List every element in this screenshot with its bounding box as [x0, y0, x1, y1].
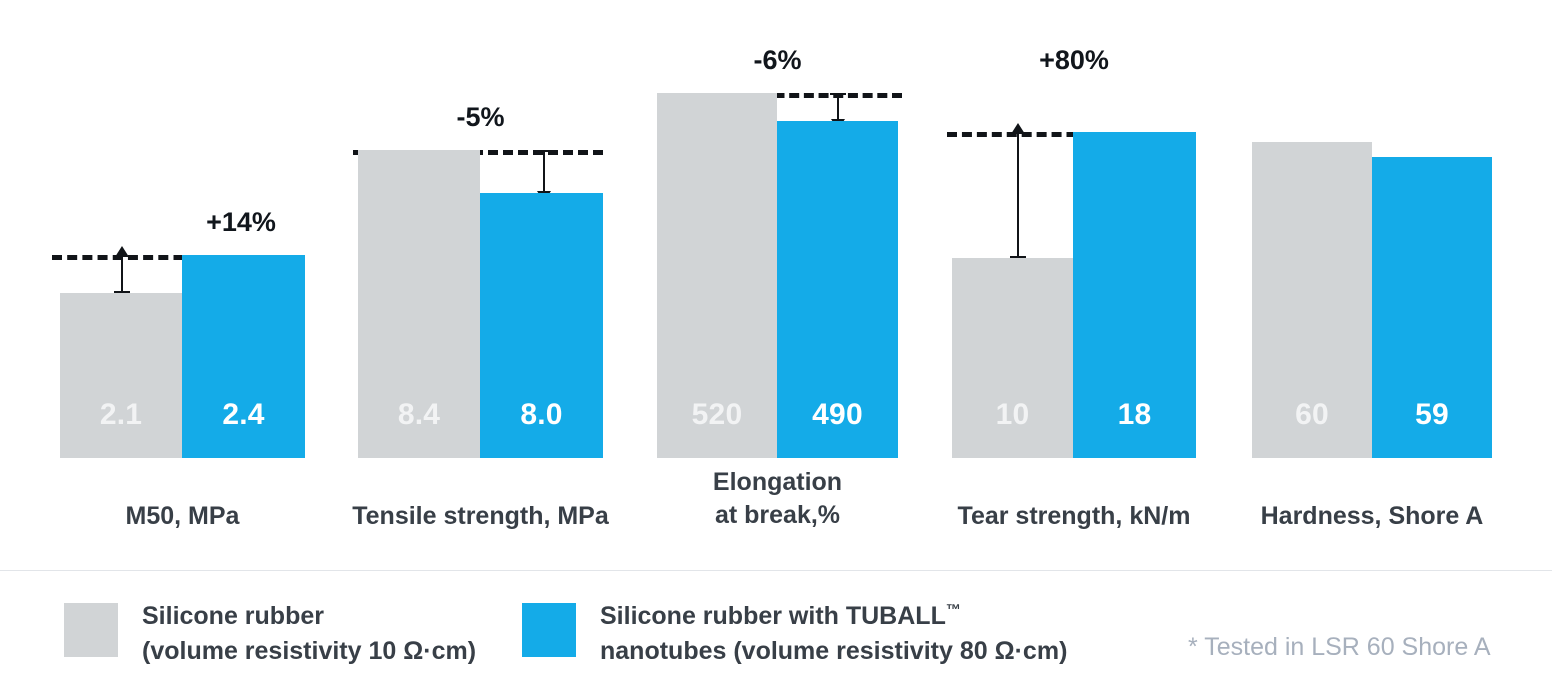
delta-label-4: +80% — [1039, 45, 1109, 75]
legend-divider — [0, 570, 1552, 571]
footnote: * Tested in LSR 60 Shore A — [1188, 633, 1491, 661]
legend-label-tuball: Silicone rubber with TUBALL™ nanotubes (v… — [600, 599, 1067, 668]
bar-tuball-5: 59 — [1372, 157, 1492, 458]
legend-item-tuball: Silicone rubber with TUBALL™ nanotubes (v… — [522, 599, 1067, 668]
legend-swatch-blue — [522, 603, 576, 657]
legend-line2-gray: (volume resistivity 10 Ω·cm) — [142, 636, 477, 665]
bar-value-4-blue: 18 — [1117, 398, 1152, 431]
plot-area: +14% 2.1 2.4 M50, MPa -5% 8.4 8.0 Tensil… — [52, 0, 1492, 570]
bar-value-5-blue: 59 — [1415, 398, 1449, 431]
bar-value-1-gray: 2.1 — [99, 398, 143, 431]
bar-baseline-1: 2.1 — [60, 293, 182, 458]
bar-tuball-2: 8.0 — [480, 193, 603, 458]
bar-tuball-4: 18 — [1073, 132, 1196, 458]
bar-baseline-5: 60 — [1252, 142, 1372, 458]
bar-value-3-gray: 520 — [691, 398, 743, 431]
bar-group-m50: +14% 2.1 2.4 M50, MPa — [52, 0, 305, 570]
bar-group-tensile: -5% 8.4 8.0 Tensile strength, MPa — [352, 0, 609, 570]
bar-group-hardness: 60 59 Hardness, Shore A — [1252, 0, 1492, 570]
category-label-4: Tear strength, kN/m — [957, 502, 1191, 530]
delta-label-2: -5% — [456, 102, 505, 132]
delta-label-1: +14% — [206, 207, 276, 237]
bar-tuball-3: 490 — [777, 121, 898, 458]
bar-value-1-blue: 2.4 — [222, 398, 265, 431]
bar-value-5-gray: 60 — [1295, 398, 1329, 431]
category-label-3: Elongation at break,% — [712, 468, 843, 529]
bar-value-4-gray: 10 — [995, 398, 1030, 431]
category-label-5: Hardness, Shore A — [1260, 502, 1484, 530]
delta-arrow-3 — [830, 93, 846, 130]
legend-line1-blue: Silicone rubber with TUBALL — [600, 602, 946, 630]
bar-value-2-blue: 8.0 — [520, 398, 563, 431]
bar-baseline-3: 520 — [657, 93, 777, 458]
category-label-2: Tensile strength, MPa — [352, 502, 609, 530]
bar-baseline-4: 10 — [952, 258, 1073, 458]
legend-swatch-gray — [64, 603, 118, 657]
bar-group-elongation: -6% 520 490 Elongation at break,% — [657, 0, 902, 570]
delta-arrow-2 — [536, 150, 552, 202]
bar-group-tear: +80% 10 18 Tear strength, kN/m — [947, 0, 1196, 570]
legend: Silicone rubber (volume resistivity 10 Ω·… — [0, 571, 1552, 696]
bar-baseline-2: 8.4 — [358, 150, 480, 458]
legend-item-silicone-rubber: Silicone rubber (volume resistivity 10 Ω·… — [64, 599, 476, 668]
reference-line-1 — [52, 255, 305, 260]
trademark-symbol: ™ — [945, 601, 961, 619]
bar-value-3-blue: 490 — [812, 398, 863, 431]
legend-line1-gray: Silicone rubber — [142, 602, 324, 630]
delta-label-3: -6% — [753, 45, 802, 75]
delta-arrow-1 — [114, 246, 130, 293]
delta-arrow-4 — [1010, 123, 1026, 258]
legend-line2-blue: nanotubes (volume resistivity 80 Ω·cm) — [600, 636, 1068, 665]
reference-line-3 — [657, 93, 902, 98]
reference-line-4 — [947, 132, 1196, 137]
bar-tuball-1: 2.4 — [182, 255, 305, 458]
bar-value-2-gray: 8.4 — [397, 398, 441, 431]
legend-label-silicone-rubber: Silicone rubber (volume resistivity 10 Ω·… — [142, 599, 476, 668]
category-label-1: M50, MPa — [125, 502, 240, 530]
